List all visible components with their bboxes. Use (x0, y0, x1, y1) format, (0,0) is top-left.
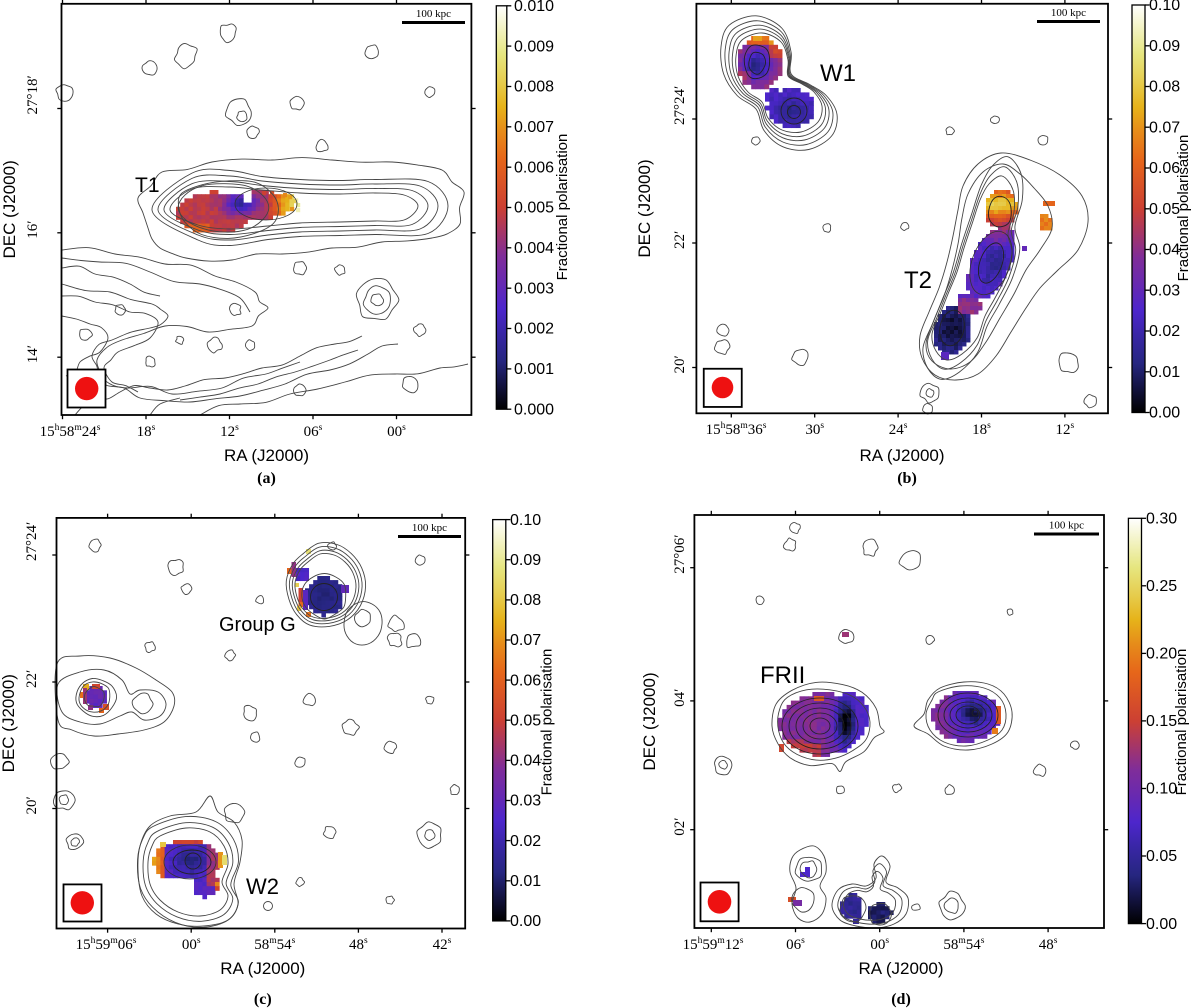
svg-text:15h59m12s: 15h59m12s (683, 936, 744, 953)
svg-text:0.06: 0.06 (510, 672, 541, 689)
svg-text:Fractional polarisation: Fractional polarisation (1175, 135, 1192, 282)
svg-text:24s: 24s (889, 421, 908, 438)
svg-text:27°24′: 27°24′ (24, 522, 40, 561)
svg-text:00s: 00s (870, 936, 889, 953)
svg-text:100 kpc: 100 kpc (1051, 7, 1086, 19)
svg-text:0.30: 0.30 (1146, 511, 1177, 528)
svg-text:27°18′: 27°18′ (25, 75, 41, 114)
svg-text:15h58m24s: 15h58m24s (40, 423, 101, 440)
svg-text:48s: 48s (1039, 936, 1058, 953)
svg-text:T2: T2 (904, 267, 932, 294)
svg-text:27°06′: 27°06′ (672, 534, 688, 573)
svg-text:0.008: 0.008 (514, 79, 554, 96)
svg-text:00s: 00s (182, 936, 201, 953)
svg-text:(b): (b) (897, 470, 917, 487)
svg-text:30s: 30s (805, 421, 824, 438)
svg-text:DEC (J2000): DEC (J2000) (635, 159, 654, 257)
svg-text:0.09: 0.09 (510, 552, 541, 569)
svg-text:0.003: 0.003 (514, 280, 554, 297)
svg-text:0.07: 0.07 (510, 632, 541, 649)
svg-text:0.04: 0.04 (510, 753, 541, 770)
svg-text:0.02: 0.02 (510, 833, 541, 850)
svg-text:(a): (a) (257, 470, 276, 487)
svg-text:(d): (d) (891, 991, 911, 1008)
svg-text:100 kpc: 100 kpc (416, 8, 451, 20)
svg-text:0.00: 0.00 (1149, 405, 1180, 422)
svg-text:W1: W1 (820, 60, 856, 87)
svg-text:06s: 06s (786, 936, 805, 953)
svg-text:0.25: 0.25 (1146, 578, 1177, 595)
svg-text:02′: 02′ (672, 817, 688, 835)
svg-text:20′: 20′ (672, 355, 688, 373)
svg-text:0.01: 0.01 (1149, 364, 1180, 381)
svg-text:58m54s: 58m54s (943, 936, 984, 953)
svg-text:(c): (c) (254, 991, 272, 1008)
svg-text:04′: 04′ (672, 689, 688, 707)
svg-text:RA (J2000): RA (J2000) (858, 959, 943, 978)
svg-text:0.03: 0.03 (1149, 282, 1180, 299)
svg-text:22′: 22′ (672, 231, 688, 249)
svg-text:0.05: 0.05 (1149, 201, 1180, 218)
svg-text:0.07: 0.07 (1149, 119, 1180, 136)
svg-text:18s: 18s (972, 421, 991, 438)
svg-text:RA (J2000): RA (J2000) (859, 446, 944, 465)
svg-text:16′: 16′ (25, 221, 41, 239)
svg-text:T1: T1 (135, 174, 160, 197)
svg-text:W2: W2 (246, 874, 279, 899)
svg-text:100 kpc: 100 kpc (1049, 520, 1084, 532)
svg-text:FRII: FRII (760, 662, 805, 689)
svg-text:Fractional polarisation: Fractional polarisation (539, 649, 556, 796)
svg-text:0.08: 0.08 (510, 592, 541, 609)
svg-text:0.09: 0.09 (1149, 38, 1180, 55)
svg-text:0.04: 0.04 (1149, 242, 1180, 259)
svg-text:0.05: 0.05 (1146, 848, 1177, 865)
svg-text:42s: 42s (433, 936, 452, 953)
svg-text:0.02: 0.02 (1149, 323, 1180, 340)
svg-text:Group G: Group G (219, 614, 296, 636)
svg-text:0.06: 0.06 (1149, 160, 1180, 177)
svg-text:22′: 22′ (24, 670, 40, 688)
svg-text:0.20: 0.20 (1146, 646, 1177, 663)
svg-text:00s: 00s (387, 423, 406, 440)
svg-text:DEC (J2000): DEC (J2000) (640, 672, 659, 770)
svg-text:0.004: 0.004 (514, 240, 554, 257)
svg-text:0.10: 0.10 (510, 512, 541, 529)
svg-text:20′: 20′ (24, 796, 40, 814)
svg-text:0.010: 0.010 (514, 0, 554, 15)
svg-text:18s: 18s (137, 423, 156, 440)
svg-text:48s: 48s (349, 936, 368, 953)
svg-text:0.000: 0.000 (514, 401, 554, 418)
svg-text:58m54s: 58m54s (254, 936, 295, 953)
svg-text:0.005: 0.005 (514, 200, 554, 217)
svg-text:0.001: 0.001 (514, 361, 554, 378)
svg-text:RA (J2000): RA (J2000) (220, 959, 305, 978)
svg-text:15h59m06s: 15h59m06s (76, 936, 137, 953)
svg-text:DEC (J2000): DEC (J2000) (0, 160, 19, 258)
svg-text:15h58m36s: 15h58m36s (706, 421, 767, 438)
svg-text:DEC (J2000): DEC (J2000) (0, 674, 18, 772)
svg-text:0.03: 0.03 (510, 793, 541, 810)
svg-text:0.08: 0.08 (1149, 79, 1180, 96)
svg-text:0.10: 0.10 (1146, 781, 1177, 798)
svg-text:14′: 14′ (25, 345, 41, 363)
svg-text:27°24′: 27°24′ (672, 86, 688, 125)
svg-text:0.002: 0.002 (514, 321, 554, 338)
svg-text:0.00: 0.00 (1146, 916, 1177, 933)
svg-text:12s: 12s (1056, 421, 1075, 438)
svg-text:0.01: 0.01 (510, 873, 541, 890)
svg-text:0.00: 0.00 (510, 913, 541, 930)
svg-text:100 kpc: 100 kpc (412, 522, 447, 534)
svg-text:Fractional polarisation: Fractional polarisation (554, 134, 571, 281)
svg-text:0.007: 0.007 (514, 119, 554, 136)
svg-text:0.15: 0.15 (1146, 713, 1177, 730)
svg-text:0.009: 0.009 (514, 38, 554, 55)
svg-text:RA (J2000): RA (J2000) (224, 446, 309, 465)
svg-text:06s: 06s (304, 423, 323, 440)
svg-text:12s: 12s (220, 423, 239, 440)
svg-text:Fractional polarisation: Fractional polarisation (1173, 649, 1190, 796)
svg-text:0.10: 0.10 (1149, 0, 1180, 14)
svg-text:0.05: 0.05 (510, 713, 541, 730)
svg-text:0.006: 0.006 (514, 159, 554, 176)
